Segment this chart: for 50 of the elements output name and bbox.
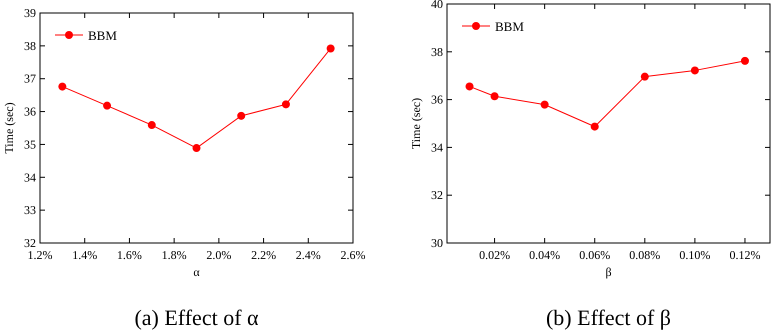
point bbox=[490, 92, 499, 100]
x-tick-label: 2.0% bbox=[206, 248, 232, 262]
x-tick-label: 0.10% bbox=[679, 248, 710, 262]
x-tick-label: 0.02% bbox=[479, 248, 510, 262]
x-tick-label: 0.04% bbox=[529, 248, 560, 262]
legend-label: BBM bbox=[495, 19, 524, 34]
y-tick-label: 38 bbox=[431, 44, 443, 59]
y-tick-label: 35 bbox=[24, 137, 36, 152]
point bbox=[148, 121, 156, 130]
x-tick-label: 1.2% bbox=[28, 248, 52, 262]
y-tick-label: 33 bbox=[24, 203, 36, 218]
legend-label: BBM bbox=[88, 28, 118, 43]
x-tick-label: 0.08% bbox=[629, 248, 660, 262]
point bbox=[282, 100, 290, 108]
y-tick-label: 38 bbox=[24, 38, 36, 53]
y-axis-title: Time (sec) bbox=[2, 102, 16, 154]
y-tick-label: 36 bbox=[24, 104, 36, 119]
x-axis-title: β bbox=[605, 265, 612, 279]
text: (a) Effect of α bbox=[134, 305, 260, 330]
y-tick-label: 39 bbox=[24, 6, 36, 20]
point bbox=[590, 122, 599, 131]
y-tick-label: 34 bbox=[431, 140, 443, 154]
point bbox=[237, 112, 246, 120]
point bbox=[540, 100, 549, 109]
x-tick-label: 0.06% bbox=[579, 248, 610, 262]
y-tick-label: 30 bbox=[431, 236, 443, 250]
point bbox=[192, 144, 200, 152]
x-tick-label: 0.12% bbox=[729, 248, 760, 262]
point bbox=[740, 56, 749, 65]
y-tick-label: 36 bbox=[431, 92, 443, 107]
y-axis-title: Time (sec) bbox=[409, 98, 423, 150]
point bbox=[58, 82, 66, 91]
point bbox=[640, 72, 649, 81]
x-tick-label: 2.2% bbox=[251, 248, 276, 262]
y-tick-label: 37 bbox=[24, 72, 36, 86]
y-tick-label: 40 bbox=[431, 0, 443, 11]
y-tick-label: 32 bbox=[431, 188, 443, 202]
x-tick-label: 1.6% bbox=[116, 248, 142, 262]
point bbox=[103, 102, 112, 110]
x-tick-label: 2.6% bbox=[340, 248, 366, 262]
y-tick-label: 34 bbox=[24, 170, 36, 184]
x-tick-label: 1.4% bbox=[72, 248, 98, 262]
text: (b) Effect of β bbox=[546, 305, 672, 330]
x-tick-label: 2.4% bbox=[296, 248, 321, 262]
point bbox=[326, 44, 335, 52]
y-tick-label: 32 bbox=[24, 236, 36, 250]
x-axis-title: α bbox=[193, 265, 200, 279]
point bbox=[690, 66, 699, 74]
x-tick-label: 1.8% bbox=[162, 248, 187, 262]
point bbox=[466, 82, 474, 90]
